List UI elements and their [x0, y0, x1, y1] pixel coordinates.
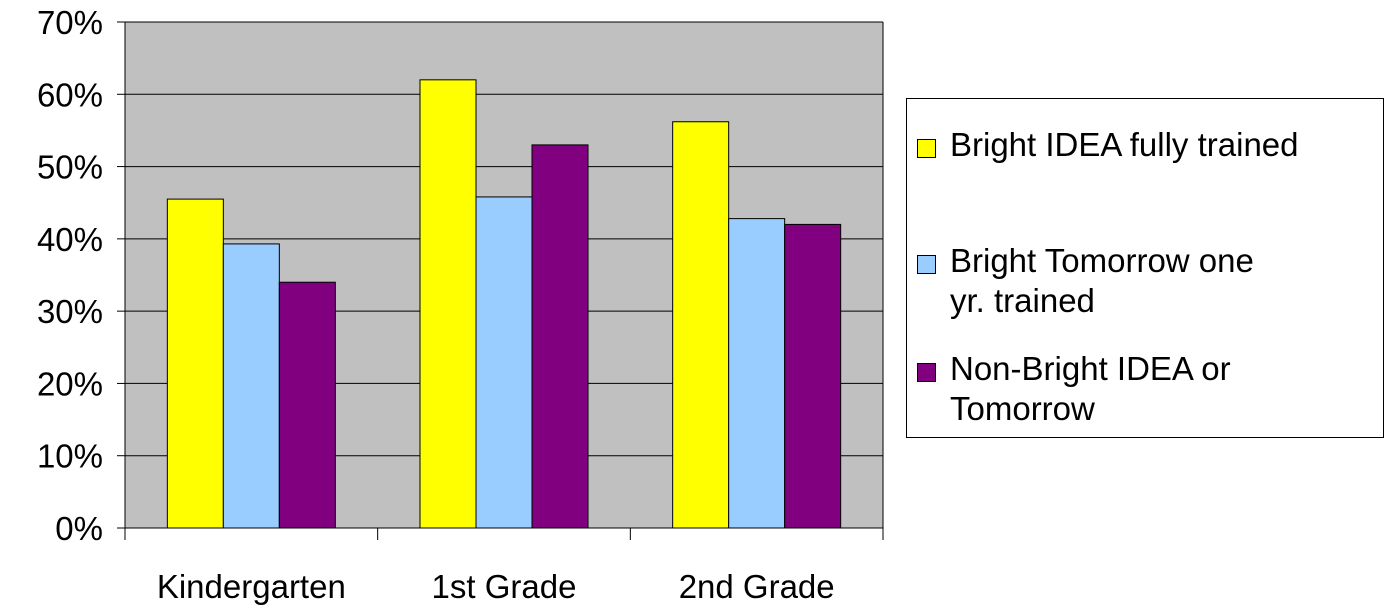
x-tick-label: Kindergarten — [157, 568, 346, 605]
x-tick-label: 1st Grade — [432, 568, 577, 605]
bar — [278, 281, 336, 529]
y-tick-label: 20% — [37, 365, 103, 402]
y-tick-label: 40% — [37, 221, 103, 258]
bar — [419, 79, 477, 529]
y-tick-label: 10% — [37, 438, 103, 475]
bar — [728, 218, 786, 529]
legend-label-bright-idea: Bright IDEA fully trained — [950, 126, 1299, 163]
bar — [222, 243, 280, 529]
bar — [784, 223, 842, 529]
legend-label-non-bright: Non-Bright IDEA or Tomorrow — [950, 350, 1231, 427]
x-tick-label: 2nd Grade — [679, 568, 835, 605]
legend-swatch-non-bright — [917, 363, 936, 382]
y-tick-label: 60% — [37, 76, 103, 113]
legend: Bright IDEA fully trained Bright Tomorro… — [906, 98, 1384, 438]
legend-swatch-bright-tomorrow — [917, 255, 936, 274]
bar — [166, 198, 224, 529]
legend-swatch-bright-idea — [917, 139, 936, 158]
y-tick-label: 70% — [37, 4, 103, 41]
y-tick-label: 30% — [37, 293, 103, 330]
bar — [672, 121, 730, 529]
y-tick-label: 50% — [37, 149, 103, 186]
bar — [475, 196, 533, 529]
legend-item-non-bright: Non-Bright IDEA or Tomorrow — [917, 349, 1270, 429]
bar — [531, 144, 589, 529]
legend-item-bright-idea: Bright IDEA fully trained — [917, 125, 1370, 165]
y-tick-label: 0% — [55, 510, 103, 547]
legend-label-bright-tomorrow: Bright Tomorrow one yr. trained — [950, 242, 1254, 319]
legend-item-bright-tomorrow: Bright Tomorrow one yr. trained — [917, 241, 1280, 321]
